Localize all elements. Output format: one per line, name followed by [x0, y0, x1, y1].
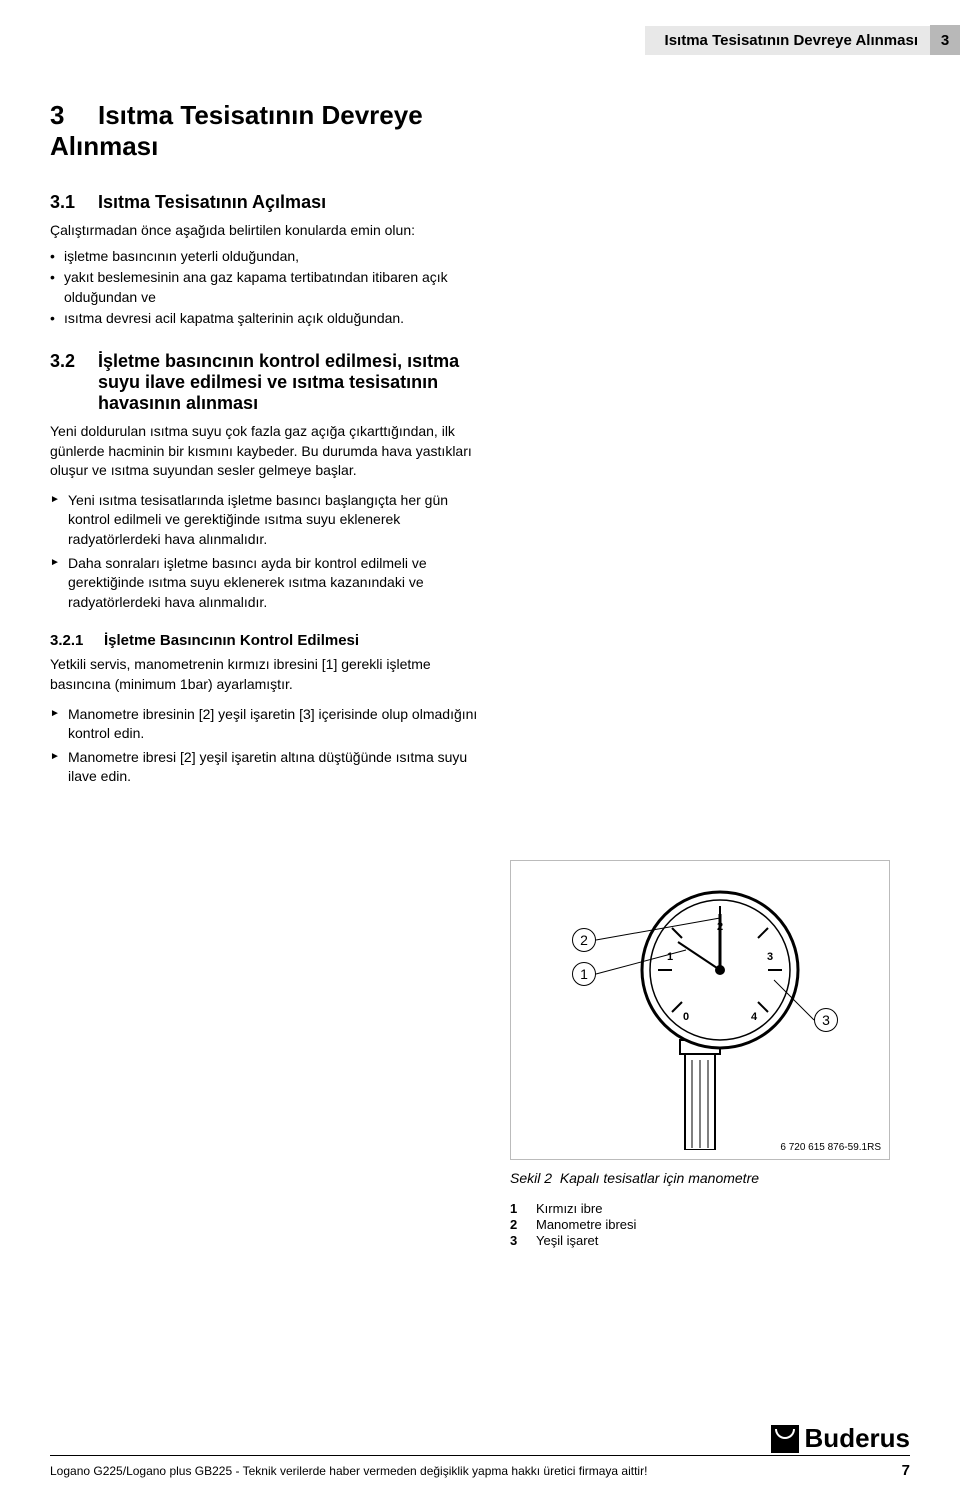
subsection-number: 3.2	[50, 351, 98, 414]
dial-4: 4	[751, 1011, 758, 1023]
legend-num: 3	[510, 1233, 536, 1248]
running-header: Isıtma Tesisatının Devreye Alınması 3	[645, 25, 960, 55]
bullet-item: işletme basıncının yeterli olduğundan,	[50, 247, 480, 267]
callout-3: 3	[814, 1008, 838, 1032]
body-paragraph: Yeni doldurulan ısıtma suyu çok fazla ga…	[50, 422, 480, 481]
section-heading: 3Isıtma Tesisatının Devreye Alınması	[50, 100, 480, 162]
legend-num: 2	[510, 1217, 536, 1232]
footer-text: Logano G225/Logano plus GB225 - Teknik v…	[50, 1464, 647, 1478]
subsection-31-heading: 3.1 Isıtma Tesisatının Açılması	[50, 192, 480, 213]
bullet-item: yakıt beslemesinin ana gaz kapama tertib…	[50, 268, 480, 307]
dial-3: 3	[767, 951, 773, 963]
figure-code: 6 720 615 876-59.1RS	[780, 1142, 881, 1153]
subsubsection-number: 3.2.1	[50, 632, 104, 649]
action-item: Yeni ısıtma tesisatlarında işletme basın…	[50, 491, 480, 550]
action-item: Daha sonraları işletme basıncı ayda bir …	[50, 554, 480, 613]
figure-caption-text: Kapalı tesisatlar için manometre	[560, 1170, 759, 1186]
legend-text: Manometre ibresi	[536, 1217, 636, 1232]
brand-icon	[771, 1425, 799, 1453]
page-number: 7	[902, 1462, 910, 1479]
dial-2: 2	[717, 921, 723, 933]
subsection-32-heading: 3.2 İşletme basıncının kontrol edilmesi,…	[50, 351, 480, 414]
action-list: Yeni ısıtma tesisatlarında işletme basın…	[50, 491, 480, 613]
subsubsection-title: İşletme Basıncının Kontrol Edilmesi	[104, 632, 359, 649]
page-footer: Logano G225/Logano plus GB225 - Teknik v…	[50, 1455, 910, 1479]
figure-label: Sekil 2	[510, 1170, 552, 1186]
gauge-svg: 0 1 2 3 4	[570, 870, 830, 1150]
callout-1: 1	[572, 962, 596, 986]
callout-2: 2	[572, 928, 596, 952]
section-number: 3	[50, 100, 98, 131]
action-item: Manometre ibresi [2] yeşil işaretin altı…	[50, 748, 480, 787]
legend-row: 2 Manometre ibresi	[510, 1217, 636, 1232]
dial-0: 0	[683, 1011, 689, 1023]
brand-name: Buderus	[805, 1423, 910, 1454]
figure-legend: 1 Kırmızı ibre 2 Manometre ibresi 3 Yeşi…	[510, 1200, 636, 1249]
subsection-title: Isıtma Tesisatının Açılması	[98, 192, 480, 213]
dial-1: 1	[667, 951, 673, 963]
figure-caption: Sekil 2 Kapalı tesisatlar için manometre	[510, 1170, 759, 1186]
subsection-title: İşletme basıncının kontrol edilmesi, ısı…	[98, 351, 480, 414]
legend-text: Kırmızı ibre	[536, 1201, 602, 1216]
subsection-number: 3.1	[50, 192, 98, 213]
intro-paragraph: Çalıştırmadan önce aşağıda belirtilen ko…	[50, 221, 480, 241]
bullet-item: ısıtma devresi acil kapatma şalterinin a…	[50, 309, 480, 329]
legend-text: Yeşil işaret	[536, 1233, 598, 1248]
section-title: Isıtma Tesisatının Devreye Alınması	[50, 100, 423, 161]
bullet-list: işletme basıncının yeterli olduğundan, y…	[50, 247, 480, 329]
header-title: Isıtma Tesisatının Devreye Alınması	[645, 26, 930, 55]
legend-num: 1	[510, 1201, 536, 1216]
legend-row: 3 Yeşil işaret	[510, 1233, 636, 1248]
figure-box: 2 1 3	[510, 860, 890, 1160]
right-column: 2 1 3	[510, 100, 910, 797]
action-item: Manometre ibresinin [2] yeşil işaretin […	[50, 705, 480, 744]
legend-row: 1 Kırmızı ibre	[510, 1201, 636, 1216]
brand-logo: Buderus	[771, 1423, 910, 1454]
action-list: Manometre ibresinin [2] yeşil işaretin […	[50, 705, 480, 787]
left-column: 3Isıtma Tesisatının Devreye Alınması 3.1…	[50, 100, 480, 797]
subsubsection-321-heading: 3.2.1İşletme Basıncının Kontrol Edilmesi	[50, 632, 480, 649]
body-paragraph: Yetkili servis, manometrenin kırmızı ibr…	[50, 655, 480, 694]
header-chapter-number: 3	[930, 25, 960, 55]
manometer-diagram: 2 1 3	[570, 870, 830, 1150]
